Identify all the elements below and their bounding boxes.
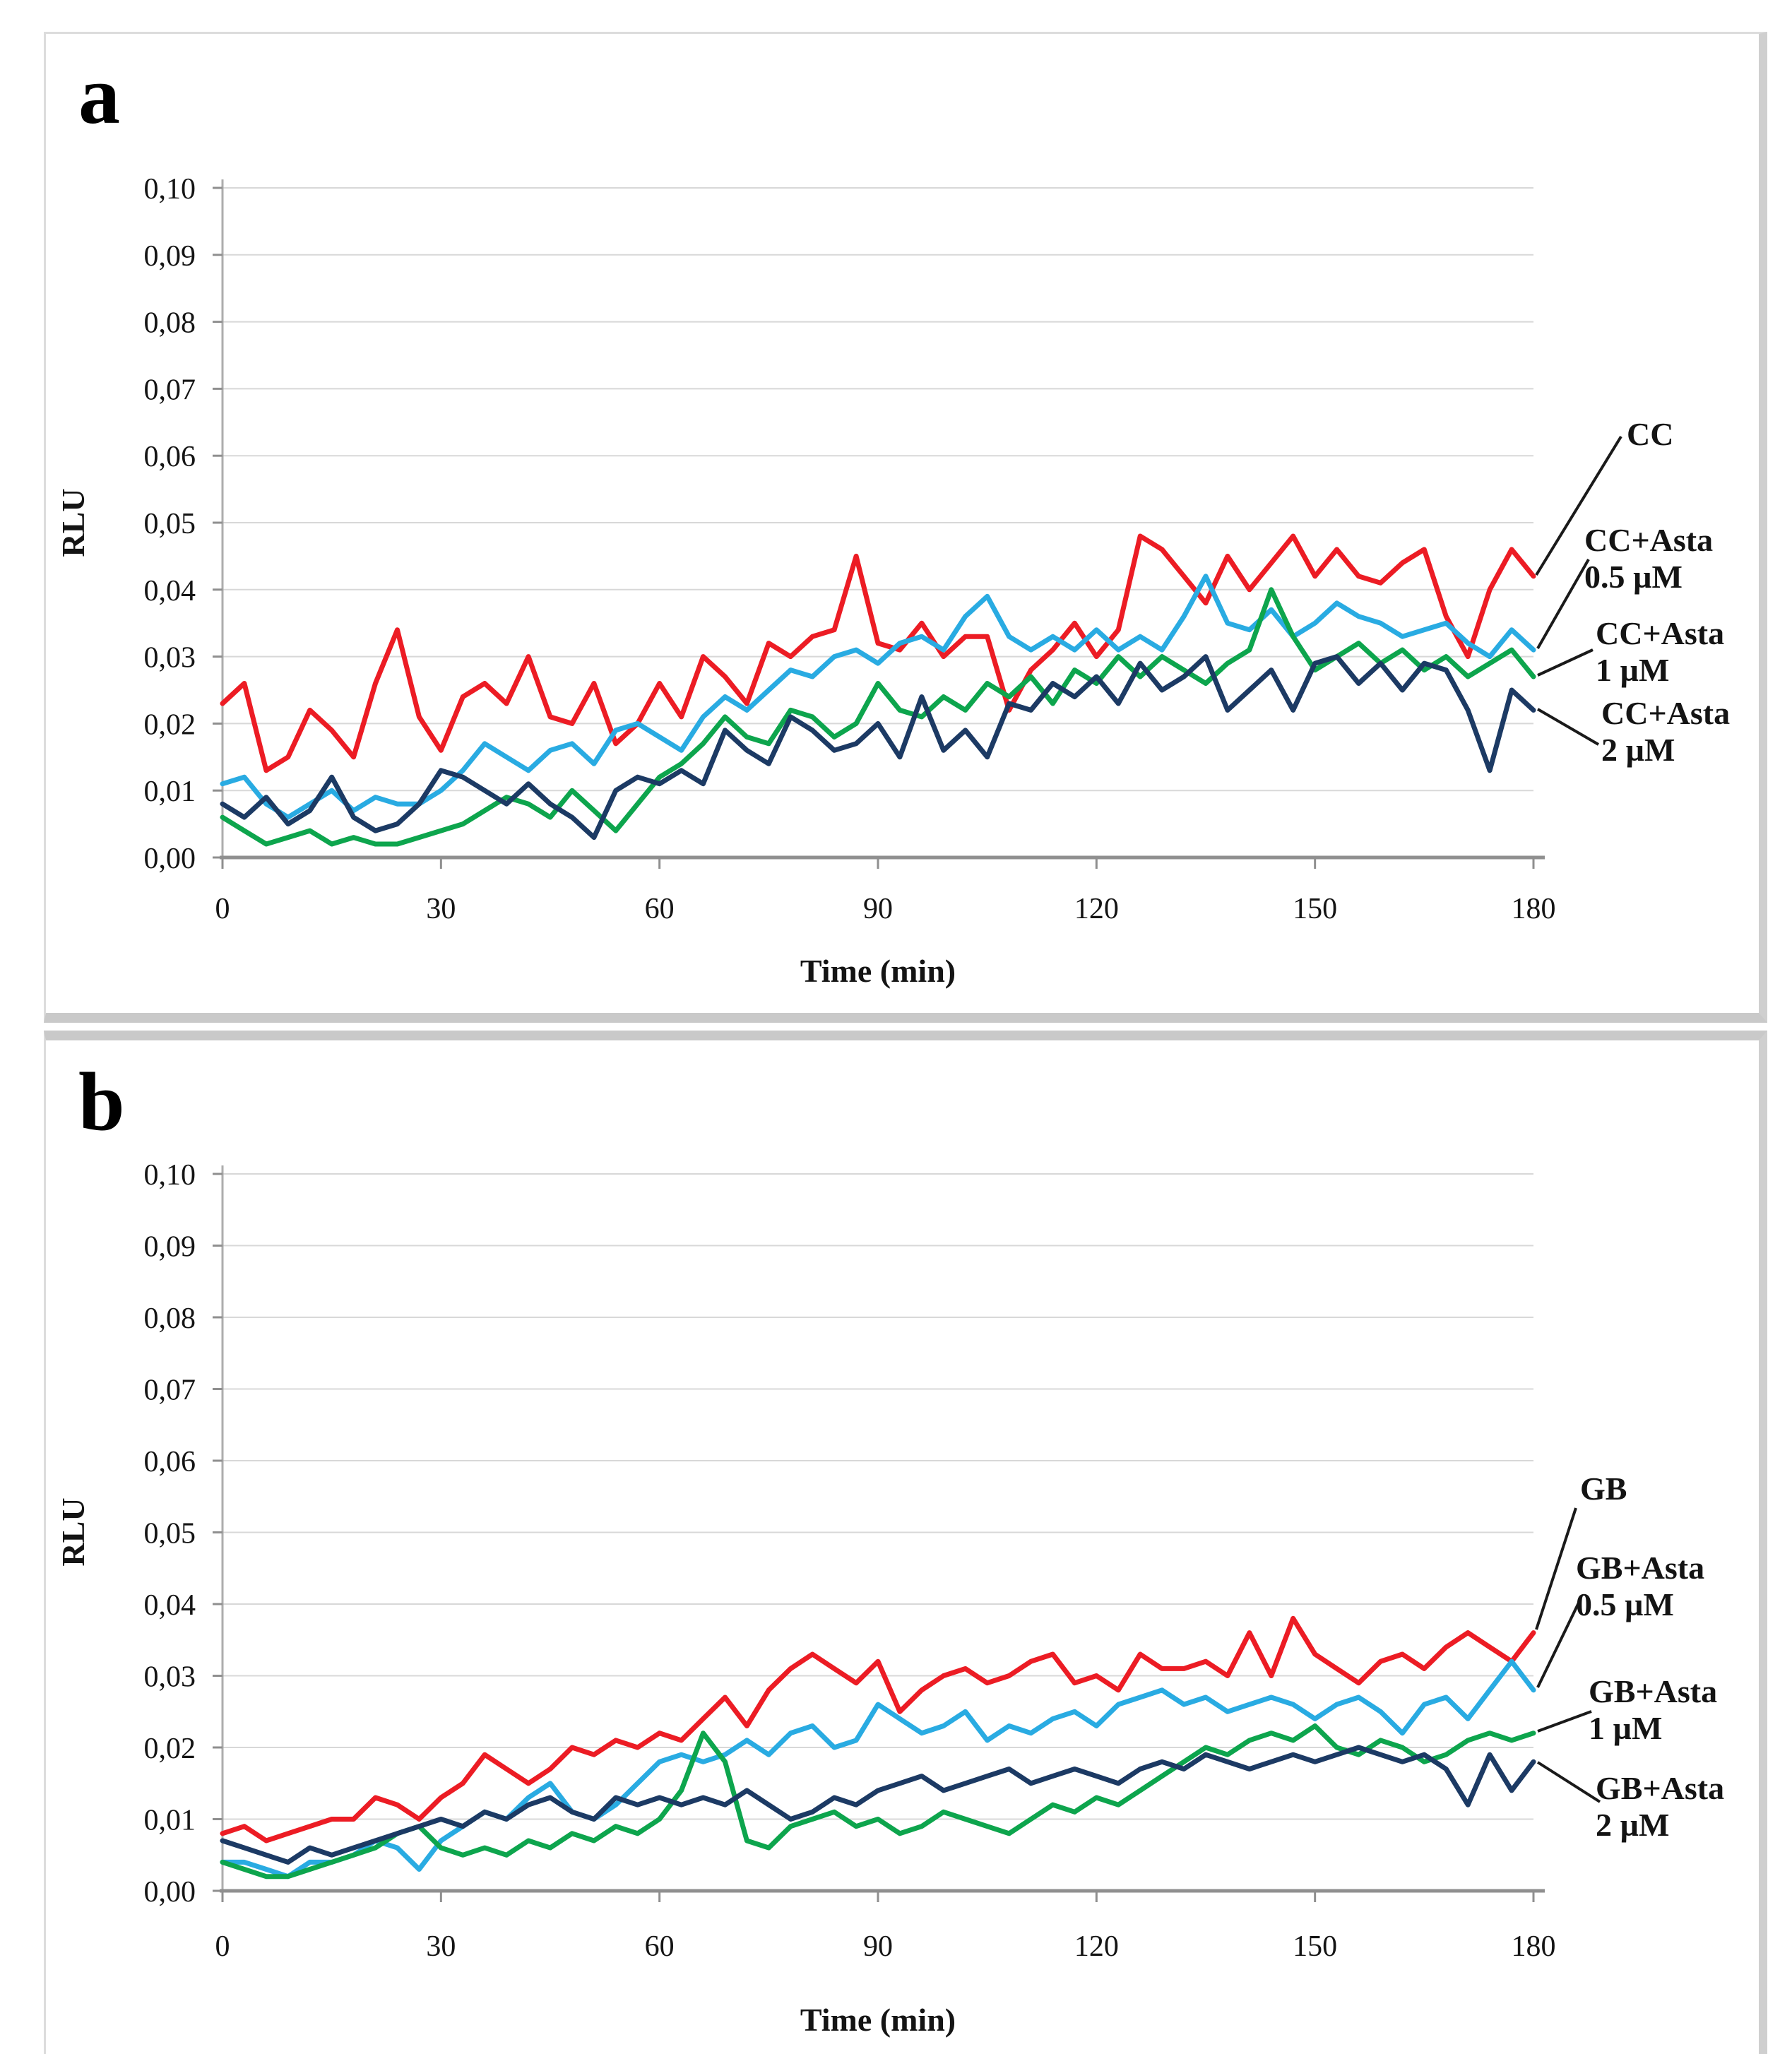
y-tick-label: 0,03 [144, 642, 196, 675]
y-tick-label: 0,07 [144, 374, 196, 406]
legend-pointer [1536, 559, 1590, 649]
legend-pointer [1535, 1507, 1577, 1630]
legend-pointer [1536, 708, 1600, 746]
series-line-3 [220, 587, 1536, 847]
y-tick-label: 0,05 [144, 1518, 196, 1550]
legend-label: CC [1627, 416, 1673, 452]
legend-pointer [1536, 1599, 1582, 1688]
x-tick-label: 90 [863, 893, 893, 925]
chart-a-svg: 0,00 0,01 0,02 0,03 0,04 0,05 0,06 0,07 0,08 0,09… [55, 173, 1730, 989]
y-tick-label: 0,02 [144, 708, 196, 741]
x-tick-label: 60 [645, 1930, 675, 1963]
y-tick-label: 0,04 [144, 1589, 196, 1622]
x-tick-label: 120 [1074, 893, 1119, 925]
y-tick-label: 0,09 [144, 1231, 196, 1264]
legend-label: 1 µM [1596, 652, 1669, 688]
legend-pointer [1536, 1761, 1601, 1803]
legend-label: CC+Asta [1584, 522, 1713, 558]
legend-pointer [1535, 435, 1622, 576]
series-line-4 [220, 1745, 1536, 1865]
chart-b-svg: 0,00 0,01 0,02 0,03 0,04 0,05 0,06 0,07 0,08 0,09… [55, 1159, 1724, 2038]
x-tick-label: 30 [426, 893, 456, 925]
y-tick-label: 0,06 [144, 441, 196, 473]
legend-label: 0.5 µM [1576, 1586, 1674, 1622]
y-tick-label: 0,03 [144, 1661, 196, 1694]
y-axis-title: RLU [55, 488, 91, 557]
y-tick-label: 0,04 [144, 575, 196, 607]
series-line-1 [220, 533, 1536, 773]
series-line-1 [220, 1615, 1536, 1844]
legend-label: 2 µM [1596, 1807, 1669, 1843]
series-line-4 [220, 654, 1536, 841]
y-tick-label: 0,01 [144, 776, 196, 808]
y-tick-label: 0,08 [144, 307, 196, 340]
x-tick-label: 0 [215, 1930, 230, 1963]
panel-a: a 0,00 0,01 0,02 0,03 0,04 0,05 0,06 0,07 0,08 0,… [44, 32, 1767, 1023]
panel-a-label: a [78, 49, 120, 141]
x-tick-label: 150 [1293, 893, 1337, 925]
y-tick-label: 0,05 [144, 508, 196, 540]
legend-pointer [1537, 648, 1594, 677]
legend-label: 2 µM [1601, 732, 1675, 768]
y-tick-label: 0,00 [144, 843, 196, 875]
x-tick-label: 0 [215, 893, 230, 925]
panel-b: b 0,00 0,01 0,02 0,03 0,04 0,05 0,06 0,07 0,08 0,… [44, 1031, 1767, 2054]
y-tick-label: 0,01 [144, 1805, 196, 1837]
x-tick-label: 150 [1293, 1930, 1337, 1963]
legend-label: GB [1580, 1471, 1627, 1507]
legend-label: CC+Asta [1596, 615, 1724, 651]
x-axis-title: Time (min) [800, 953, 956, 989]
legend-label: 0.5 µM [1584, 559, 1683, 595]
series-line-3 [220, 1723, 1536, 1880]
legend-label: GB+Asta [1596, 1770, 1724, 1806]
y-tick-label: 0,09 [144, 240, 196, 273]
y-tick-label: 0,08 [144, 1302, 196, 1335]
legend-label: GB+Asta [1576, 1550, 1704, 1586]
x-axis-title: Time (min) [800, 2002, 956, 2038]
legend-label: GB+Asta [1589, 1673, 1717, 1709]
y-axis-title: RLU [55, 1497, 91, 1566]
x-tick-label: 180 [1512, 1930, 1556, 1963]
x-tick-label: 180 [1512, 893, 1556, 925]
y-tick-label: 0,00 [144, 1876, 196, 1908]
y-tick-label: 0,02 [144, 1733, 196, 1765]
legend-label: 1 µM [1589, 1710, 1662, 1746]
panel-b-label: b [78, 1055, 125, 1148]
legend-label: CC+Asta [1601, 695, 1730, 731]
y-tick-label: 0,06 [144, 1446, 196, 1478]
x-tick-label: 120 [1074, 1930, 1119, 1963]
x-tick-label: 30 [426, 1930, 456, 1963]
x-tick-label: 90 [863, 1930, 893, 1963]
y-tick-label: 0,07 [144, 1375, 196, 1407]
x-tick-label: 60 [645, 893, 675, 925]
y-tick-label: 0,10 [144, 1159, 196, 1192]
series-line-2 [220, 574, 1536, 820]
series-line-2 [220, 1658, 1536, 1880]
legend-pointer [1537, 1710, 1592, 1733]
y-tick-label: 0,10 [144, 173, 196, 206]
